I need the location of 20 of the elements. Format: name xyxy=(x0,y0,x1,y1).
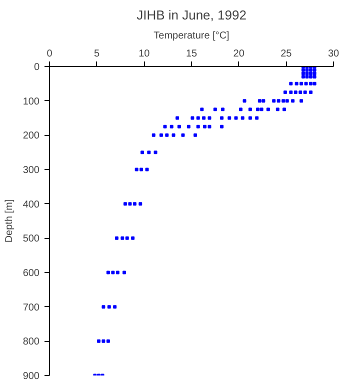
x-tick-label: 25 xyxy=(280,48,292,60)
x-tick-label: 15 xyxy=(186,48,198,60)
x-tick-label: 5 xyxy=(94,48,100,60)
y-tick-label: 700 xyxy=(22,302,40,314)
y-tick-label: 400 xyxy=(22,199,40,210)
x-tick-label: 0 xyxy=(46,48,53,60)
x-tick-label: 20 xyxy=(233,48,245,60)
y-tick-label: 800 xyxy=(22,336,40,348)
y-tick-label: 100 xyxy=(22,96,40,108)
y-tick-label: 0 xyxy=(34,62,40,73)
x-tick-label: 30 xyxy=(328,48,340,60)
y-tick-label: 900 xyxy=(22,371,40,382)
y-axis-title: Depth [m] xyxy=(4,199,15,243)
y-tick-label: 300 xyxy=(22,165,40,176)
x-axis-title: Temperature [°C] xyxy=(154,30,230,42)
chart-title: JIHB in June, 1992 xyxy=(136,8,246,22)
y-tick-label: 500 xyxy=(22,234,40,245)
y-tick-label: 200 xyxy=(22,130,40,142)
y-tick-label: 600 xyxy=(22,268,40,279)
x-tick-label: 10 xyxy=(138,48,150,60)
